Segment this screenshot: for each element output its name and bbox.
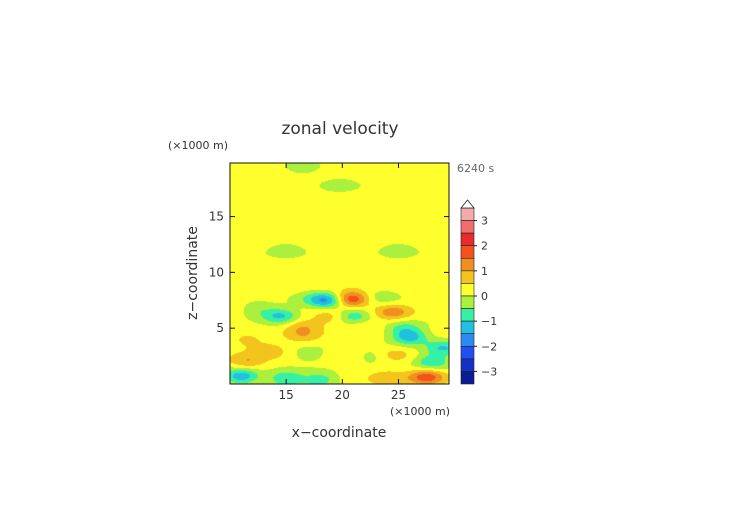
colorbar-swatch <box>460 232 475 247</box>
y-tick-label: 10 <box>209 265 224 279</box>
colorbar-tick-label: −3 <box>481 365 497 378</box>
colorbar-swatch <box>460 270 475 284</box>
colorbar-tick-label: 0 <box>481 290 488 303</box>
plot-frame <box>229 162 450 385</box>
colorbar-swatch <box>460 320 475 335</box>
colorbar-swatch <box>460 358 475 372</box>
colorbar-tick-label: −1 <box>481 315 497 328</box>
x-tick-label: 25 <box>391 388 406 402</box>
plot-area: 15 20 25 5 10 15 <box>209 162 450 402</box>
colorbar-extend-arrow <box>460 199 475 209</box>
colorbar-tick-label: 2 <box>481 240 488 253</box>
time-label: 6240 s <box>457 162 494 175</box>
x-tick-label: 15 <box>279 388 294 402</box>
chart-title: zonal velocity <box>281 119 398 139</box>
colorbar-tick-label: 1 <box>481 265 488 278</box>
x-axis-ticks: 15 20 25 <box>279 163 406 402</box>
colorbar-swatch <box>460 345 475 360</box>
colorbar-swatch <box>460 220 475 234</box>
colorbar-swatch <box>460 245 475 259</box>
y-unit-label: (×1000 m) <box>168 139 228 152</box>
colorbar-swatch <box>460 371 475 385</box>
colorbar-swatch <box>460 207 475 221</box>
colorbar-tick-label: −2 <box>481 340 497 353</box>
colorbar-swatch <box>460 283 475 297</box>
x-tick-label: 20 <box>335 388 350 402</box>
colorbar-swatch <box>460 308 475 322</box>
y-axis-label: z−coordinate <box>185 226 201 320</box>
x-unit-label: (×1000 m) <box>390 405 450 418</box>
colorbar-swatch <box>460 333 475 347</box>
colorbar-tick-label: 3 <box>481 215 488 228</box>
colorbar-swatch <box>460 295 475 309</box>
y-axis-ticks: 5 10 15 <box>209 210 449 335</box>
colorbar: 3 2 1 0 −1 −2 −3 <box>460 199 497 385</box>
y-tick-label: 15 <box>209 210 224 224</box>
y-tick-label: 5 <box>216 321 224 335</box>
x-axis-label: x−coordinate <box>292 425 387 441</box>
colorbar-swatch <box>460 257 475 272</box>
heatmap-field <box>230 163 449 384</box>
